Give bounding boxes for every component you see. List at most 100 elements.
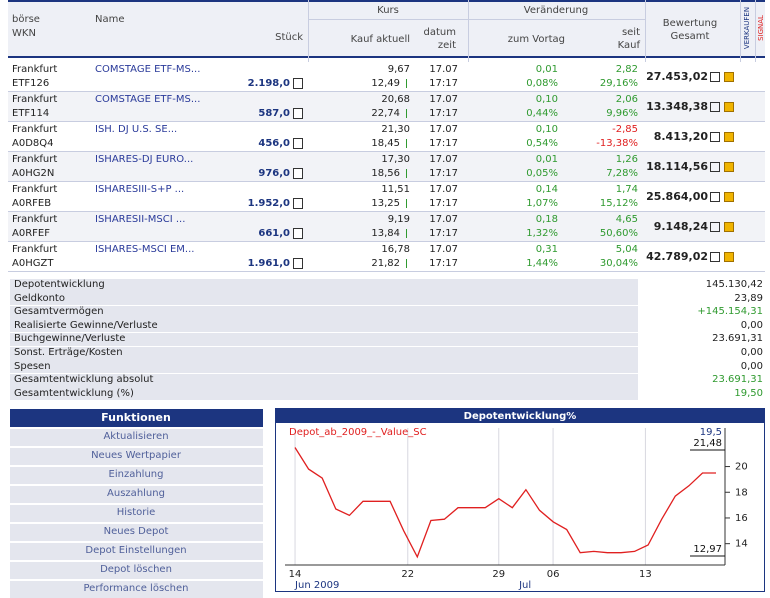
- summary-label: Realisierte Gewinne/Verluste: [14, 319, 158, 331]
- row-bg: [8, 182, 765, 212]
- summary-bg: [10, 360, 638, 374]
- signal-button[interactable]: [724, 162, 734, 172]
- bewertung: 25.864,00: [646, 190, 708, 203]
- seit-kauf-pct: -13,38%: [596, 138, 638, 149]
- signal-button[interactable]: [724, 72, 734, 82]
- kauf-aktuell: 18,45: [371, 138, 400, 149]
- zeit: 17:17: [429, 78, 458, 89]
- sell-button[interactable]: [710, 72, 720, 82]
- function-bg: [10, 467, 263, 484]
- bewertung: 27.453,02: [646, 70, 708, 83]
- datum: 17.07: [429, 124, 458, 135]
- kurs: 17,30: [381, 154, 410, 165]
- trend-arrow: [406, 229, 414, 238]
- signal-button[interactable]: [724, 102, 734, 112]
- bewertung: 13.348,38: [646, 100, 708, 113]
- summary-value: 23.691,31: [712, 333, 763, 345]
- bewertung: 9.148,24: [653, 220, 708, 233]
- vortag: 0,10: [535, 94, 558, 105]
- bewertung: 8.413,20: [653, 130, 708, 143]
- x-tick-label: 14: [289, 569, 302, 580]
- sell-button[interactable]: [710, 252, 720, 262]
- sell-button[interactable]: [710, 162, 720, 172]
- vortag-pct: 1,07%: [526, 198, 558, 209]
- stueck: 456,0: [258, 138, 290, 149]
- sell-button[interactable]: [710, 222, 720, 232]
- function-bg: [10, 524, 263, 541]
- wkn: ETF126: [12, 78, 50, 89]
- zeit: 17:17: [429, 198, 458, 209]
- row-bg: [8, 122, 765, 152]
- function-link[interactable]: Einzahlung: [108, 469, 164, 480]
- header-stueck: Stück: [275, 32, 303, 43]
- functions-header-bg: [10, 409, 263, 427]
- kauf-aktuell: 12,49: [371, 78, 400, 89]
- signal-button[interactable]: [724, 192, 734, 202]
- function-link[interactable]: Auszahlung: [107, 488, 165, 499]
- function-link[interactable]: Neues Depot: [103, 526, 169, 537]
- subheader-divider: [308, 19, 645, 20]
- row-bg: [8, 62, 765, 92]
- signal-button[interactable]: [724, 132, 734, 142]
- header-bewertung: Bewertung: [662, 18, 718, 29]
- security-name[interactable]: ISH. DJ U.S. SE...: [95, 124, 178, 135]
- summary-bg: [10, 305, 638, 319]
- summary-value: 145.130,42: [705, 279, 763, 290]
- max-label: 21,48: [693, 438, 722, 449]
- x-tick-label: 29: [492, 569, 505, 580]
- zeit: 17:17: [429, 168, 458, 179]
- boerse: Frankfurt: [12, 124, 58, 135]
- header-wkn: WKN: [12, 28, 36, 39]
- vortag-pct: 0,05%: [526, 168, 558, 179]
- stueck: 976,0: [258, 168, 290, 179]
- vortag-pct: 1,44%: [526, 258, 558, 269]
- boerse: Frankfurt: [12, 94, 58, 105]
- seit-kauf: -2,85: [612, 124, 638, 135]
- function-link[interactable]: Depot löschen: [100, 564, 172, 575]
- security-name[interactable]: ISHARESII-MSCI ...: [95, 214, 186, 225]
- vortag: 0,01: [535, 154, 558, 165]
- sell-button[interactable]: [710, 102, 720, 112]
- seit-kauf-pct: 7,28%: [606, 168, 638, 179]
- summary-label: Spesen: [14, 360, 51, 372]
- y-tick-label: 18: [735, 487, 748, 498]
- datum: 17.07: [429, 184, 458, 195]
- function-bg: [10, 581, 263, 598]
- signal-button[interactable]: [724, 222, 734, 232]
- security-name[interactable]: COMSTAGE ETF-MS...: [95, 94, 201, 105]
- security-name[interactable]: ISHARES-MSCI EM...: [95, 244, 195, 255]
- wkn: A0HG2N: [12, 168, 55, 179]
- seit-kauf: 1,74: [615, 184, 638, 195]
- security-name[interactable]: ISHARESIII-S+P ...: [95, 184, 185, 195]
- seit-kauf: 5,04: [615, 244, 638, 255]
- kauf-aktuell: 22,74: [371, 108, 400, 119]
- wkn: A0RFEB: [12, 198, 52, 209]
- series-line: [294, 447, 716, 559]
- security-name[interactable]: COMSTAGE ETF-MS...: [95, 64, 201, 75]
- security-name[interactable]: ISHARES-DJ EURO...: [95, 154, 194, 165]
- y-tick-label: 16: [735, 513, 748, 524]
- datum: 17.07: [429, 94, 458, 105]
- seit-kauf-pct: 9,96%: [606, 108, 638, 119]
- trend-arrow: [406, 259, 414, 268]
- sell-button[interactable]: [710, 192, 720, 202]
- month-label: Jul: [518, 580, 531, 591]
- calc-icon: [293, 258, 303, 269]
- datum: 17.07: [429, 214, 458, 225]
- x-tick-label: 22: [401, 569, 414, 580]
- function-link[interactable]: Performance löschen: [83, 583, 189, 594]
- summary-bg: [10, 373, 638, 387]
- vortag-pct: 0,54%: [526, 138, 558, 149]
- sell-button[interactable]: [710, 132, 720, 142]
- trend-arrow: [406, 109, 414, 118]
- function-link[interactable]: Aktualisieren: [103, 431, 169, 442]
- bewertung: 18.114,56: [646, 160, 708, 173]
- summary-bg: [10, 292, 638, 306]
- function-link[interactable]: Neues Wertpapier: [91, 450, 181, 461]
- function-link[interactable]: Depot Einstellungen: [85, 545, 187, 556]
- header-verkaufen: VERKAUFEN: [743, 6, 751, 50]
- seit-kauf-pct: 15,12%: [599, 198, 638, 209]
- function-link[interactable]: Historie: [116, 507, 156, 518]
- function-bg: [10, 486, 263, 503]
- signal-button[interactable]: [724, 252, 734, 262]
